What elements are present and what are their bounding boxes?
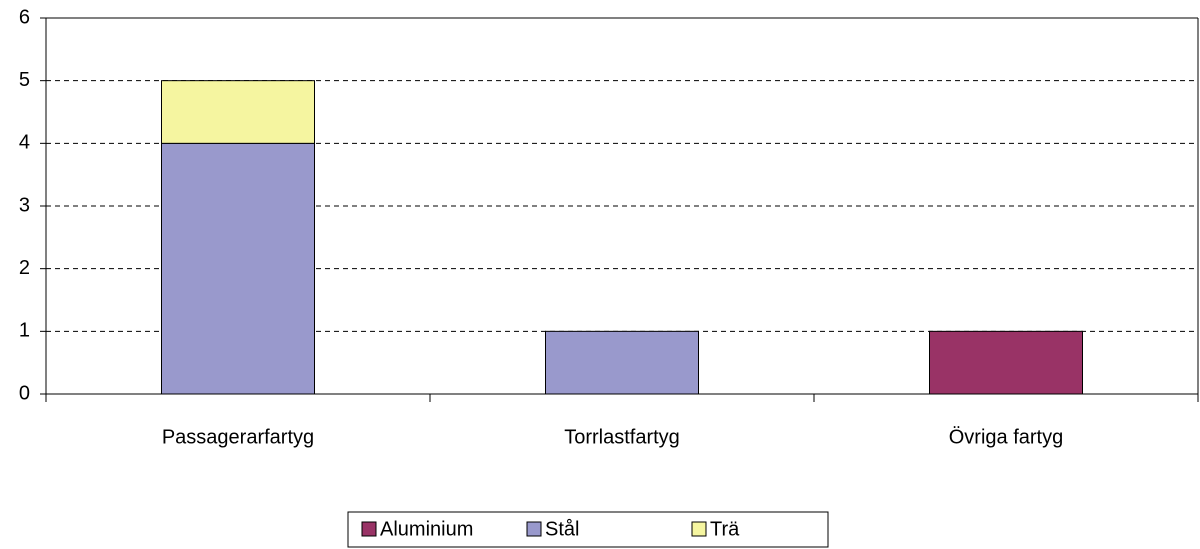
bar-segment: [545, 330, 699, 395]
y-tick-label: 6: [19, 6, 30, 28]
legend-box: [347, 511, 829, 548]
x-tick-label: Passagerarfartyg: [162, 426, 314, 448]
x-tick-label: Torrlastfartyg: [564, 426, 680, 448]
y-tick-label: 5: [19, 69, 30, 91]
legend-swatch: [526, 521, 542, 537]
bar-segment: [161, 80, 315, 144]
x-tick-label: Övriga fartyg: [949, 426, 1063, 448]
bar-segment: [929, 330, 1083, 395]
y-tick-label: 1: [19, 320, 30, 342]
legend-label: Trä: [710, 518, 740, 540]
legend-swatch: [361, 521, 377, 537]
y-tick-label: 0: [19, 382, 30, 404]
legend-label: Stål: [545, 518, 579, 540]
y-tick-label: 2: [19, 257, 30, 279]
y-tick-label: 4: [19, 132, 30, 154]
legend-label: Aluminium: [380, 518, 473, 540]
y-tick-label: 3: [19, 194, 30, 216]
bar-segment: [161, 142, 315, 395]
legend-swatch: [691, 521, 707, 537]
